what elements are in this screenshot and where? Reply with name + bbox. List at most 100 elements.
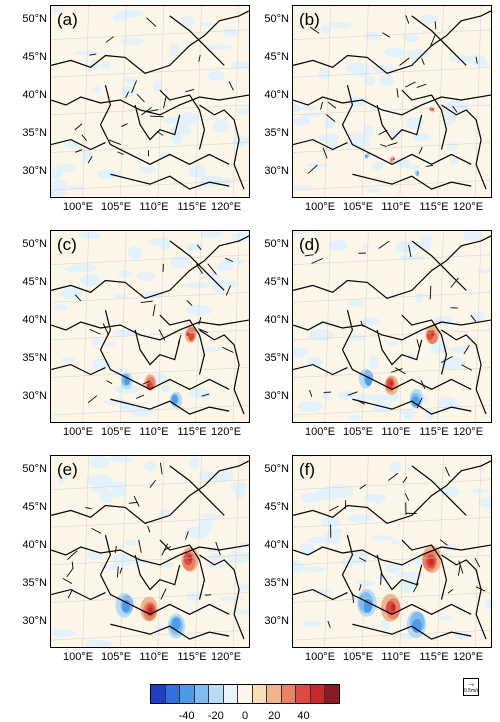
wind-vector [196,263,203,274]
wind-vector [196,244,202,250]
parallel-line [293,367,491,378]
anomaly-field-patch [362,598,373,613]
wind-vector [156,130,164,136]
anomaly-field-patch [320,24,331,34]
longitude-label: 110°E [139,201,169,213]
anomaly-field-patch [431,107,434,111]
wind-vector [186,300,193,306]
wind-vector [434,21,437,30]
anomaly-field-patch [61,287,83,301]
anomaly-field-patch [148,606,153,614]
province-boundary [110,398,230,415]
province-boundary [51,235,249,299]
wind-vector [360,320,364,327]
anomaly-field-patch [103,398,128,405]
meridian-line [324,6,331,197]
province-boundary [376,329,423,366]
longitude-label: 120°E [452,426,484,438]
meridian-line [399,231,407,422]
wind-vector [441,356,453,363]
wind-vector [160,588,167,600]
anomaly-field-patch [392,158,394,161]
anomaly-field-patch [86,474,113,487]
wind-vector [382,32,391,38]
colorbar-swatch [296,685,311,703]
latitude-label: 50°N [264,463,289,475]
anomaly-field-patch [188,164,206,178]
longitude-label: 105°E [100,201,132,213]
wind-vector [474,557,481,568]
anomaly-field-patch [136,271,155,282]
province-boundary [110,623,230,640]
anomaly-field-patch [420,14,438,24]
parallel-line [293,142,491,153]
latitude-label: 45°N [264,276,289,288]
parallel-line [51,142,249,153]
colorbar-swatch [165,685,181,703]
wind-vector [329,505,339,512]
longitude-label: 115°E [177,201,207,213]
anomaly-field-patch [347,299,365,307]
latitude-label: 45°N [22,501,47,513]
anomaly-field-patch [379,74,394,87]
anomaly-field-patch [318,133,340,142]
anomaly-field-patch [182,16,195,28]
anomaly-field-patch [368,355,380,369]
wind-vector [201,393,210,397]
anomaly-field-patch [448,346,471,353]
anomaly-field-patch [217,596,245,601]
anomaly-field-patch [320,516,341,527]
wind-vector [327,620,331,628]
wind-vector [74,123,83,131]
anomaly-field-patch [204,563,227,568]
anomaly-field-patch [403,410,415,421]
wind-vector [391,368,403,373]
meridian-line [437,231,444,422]
latitude-label: 50°N [22,463,47,475]
anomaly-field-patch [412,132,431,142]
panel-label: (d) [299,235,320,254]
wind-vector [198,54,201,62]
longitude-label: 100°E [62,426,94,438]
wind-vector [140,300,153,303]
wind-vector [177,334,182,344]
map-canvas [293,456,491,647]
anomaly-field-patch [431,331,435,336]
anomaly-field-patch [207,553,226,562]
anomaly-field-patch [397,572,423,579]
anomaly-field-patch [361,243,371,250]
parallel-line [51,104,249,116]
meridian-line [324,456,331,647]
latitude-label: 40°N [22,539,47,551]
wind-vector [158,329,166,341]
anomaly-field-patch [171,617,181,631]
anomaly-field-patch [236,609,249,615]
anomaly-field-patch [438,616,452,621]
wind-vector [142,380,151,385]
parallel-line [293,104,491,116]
wind-vector [412,583,419,593]
province-boundary [411,465,467,516]
wind-vector [147,525,151,533]
wind-vector [322,147,328,159]
province-boundary [51,363,106,376]
anomaly-field-patch [124,539,141,546]
anomaly-field-patch [380,618,390,632]
anomaly-field-patch [412,618,422,633]
anomaly-field-patch [159,152,175,157]
anomaly-field-patch [121,599,131,613]
panel-label: (e) [57,460,78,479]
meridian-line [437,6,444,197]
province-boundary [411,15,467,66]
anomaly-field-patch [198,519,214,532]
anomaly-field-patch [104,341,116,347]
parallel-line [51,592,249,603]
province-boundary [293,235,491,299]
parallel-line [293,179,491,191]
latitude-label: 40°N [22,89,47,101]
anomaly-field-patch [113,294,129,299]
wind-vector [475,586,486,592]
anomaly-field-patch [216,261,234,272]
longitude-label: 115°E [419,651,449,663]
longitude-label: 105°E [342,651,374,663]
